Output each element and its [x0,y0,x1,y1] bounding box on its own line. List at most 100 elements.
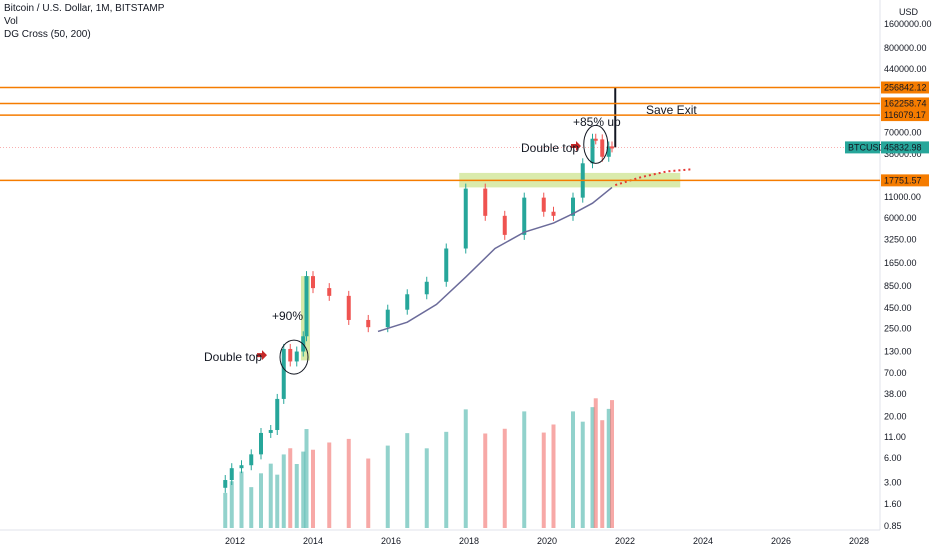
y-tick-label: 38.00 [884,389,907,399]
candle-body [259,432,263,455]
x-tick-label: 2028 [849,536,869,546]
y-tick-label: 3.00 [884,477,902,487]
candle-body [288,348,293,362]
candle-body [366,319,371,328]
volume-bar [424,448,429,528]
volume-bar [444,431,449,528]
candle-body [223,480,228,488]
chart-annotation: +85% up [573,115,621,129]
y-tick-label: 1600000.00 [884,19,932,29]
y-tick-label: 3250.00 [884,234,917,244]
candle-body [294,351,299,362]
x-tick-label: 2022 [615,536,635,546]
candle-body [593,138,598,141]
candle-body [249,454,254,466]
candle-body [281,348,286,399]
y-tick-label: 6000.00 [884,213,917,223]
volume-bar [522,411,527,528]
y-tick-label: 1650.00 [884,258,917,268]
volume-label: Vol [4,16,18,27]
volume-bar [366,458,371,528]
level-price-label: 17751.57 [884,175,922,185]
volume-bar [229,481,234,528]
y-tick-label: 0.85 [884,521,902,531]
candle-body [327,288,332,296]
candle-body [385,309,390,328]
volume-bar [268,463,273,528]
candle-body [275,398,280,430]
volume-bar [249,487,254,528]
volume-bar [551,424,556,528]
y-tick-label: 800000.00 [884,43,927,53]
ma-projection-line [614,168,694,187]
candle-body [551,211,556,216]
volume-bar [239,471,244,528]
chart-annotation: Double top [521,141,579,155]
candle-body [590,138,595,164]
y-tick-label: 20.00 [884,411,907,421]
y-tick-label: 38000.00 [884,149,922,159]
x-tick-label: 2014 [303,536,323,546]
candle-body [463,188,468,249]
chart-annotation: Double top [204,350,262,364]
current-price-tag [881,141,929,154]
volume-bar [223,492,228,528]
candle-body [541,197,546,212]
volume-bar [311,449,315,528]
volume-bar [385,445,390,528]
double-top-circle-2021 [583,124,609,164]
y-tick-label: 1.60 [884,499,902,509]
volume-bar [281,454,286,528]
y-tick-label: 250.00 [884,324,912,334]
y-tick-label: 70.00 [884,368,907,378]
level-price-tag [881,81,929,94]
level-price-tag [881,97,929,110]
level-price-label: 256842.12 [884,82,927,92]
symbol-tag [845,141,880,154]
volume-bar [541,432,546,528]
x-tick-label: 2020 [537,536,557,546]
volume-bar [593,398,598,528]
candle-body [229,468,234,481]
candle-body [304,276,309,337]
current-price-label: 45832.98 [884,142,922,152]
chart-title: Bitcoin / U.S. Dollar, 1M, BITSTAMP [4,3,165,14]
candle-body [600,139,605,157]
level-price-label: 116079.17 [884,110,926,120]
volume-bar [590,407,595,528]
volume-bar [610,400,614,528]
candle-body [239,465,244,469]
candle-body [444,248,449,282]
chart-annotation: +90% [272,309,303,323]
volume-bar [346,438,351,528]
candle-body [483,188,488,216]
volume-bar [288,448,293,528]
x-tick-label: 2026 [771,536,791,546]
volume-bar [463,409,468,528]
chart-annotation: Save Exit [646,103,697,117]
level-price-tag [881,174,929,187]
y-tick-label: 11.00 [884,432,906,442]
level-price-tag [881,109,929,122]
y-tick-label: 440000.00 [884,64,927,74]
double-top-circle-2013 [279,339,309,375]
x-tick-label: 2016 [381,536,401,546]
volume-bar [580,421,585,528]
arrow-icon [571,141,581,152]
volume-bar [600,420,605,528]
candle-body [606,146,611,157]
candle-body [571,197,575,216]
ma-line [377,186,613,333]
volume-bar [606,408,611,528]
volume-bar [571,411,575,528]
candle-body [424,281,429,295]
candle-body [268,429,273,433]
volume-bar [259,473,263,528]
candle-body [311,276,315,289]
indicator-label: DG Cross (50, 200) [4,29,91,40]
y-tick-label: 850.00 [884,281,912,291]
volume-bar [405,433,410,528]
candle-body [502,215,507,235]
currency-label: USD [899,7,919,17]
